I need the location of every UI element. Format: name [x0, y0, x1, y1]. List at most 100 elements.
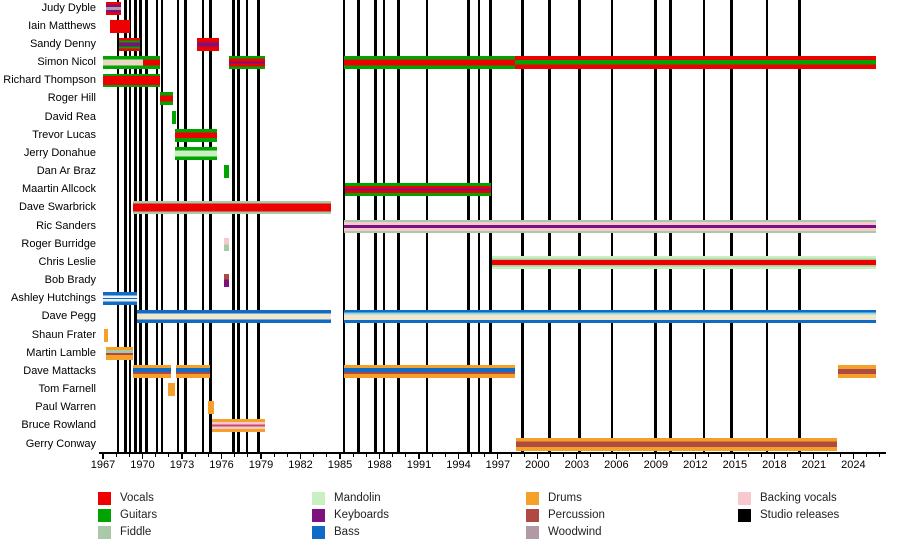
- member-label: Gerry Conway: [25, 437, 96, 450]
- x-axis-minor-tick: [721, 453, 723, 458]
- x-axis-minor-tick: [708, 453, 710, 458]
- member-tenure-bar: [837, 364, 876, 378]
- member-tenure-bar: [133, 364, 172, 378]
- x-axis-major-tick: [773, 453, 775, 459]
- member-tenure-bar: [106, 1, 122, 15]
- x-axis-minor-tick: [392, 453, 394, 458]
- legend-swatch-mandolin: [312, 492, 325, 505]
- x-axis-major-tick: [418, 453, 420, 459]
- member-tenure-bar: [223, 237, 230, 251]
- member-label: Dan Ar Braz: [36, 165, 96, 177]
- x-axis-minor-tick: [168, 453, 170, 458]
- x-axis-minor-tick: [313, 453, 315, 458]
- member-label: Trevor Lucas: [32, 128, 96, 141]
- member-label: Bruce Rowland: [21, 419, 96, 432]
- x-axis-tick-label: 2018: [762, 459, 787, 471]
- legend-label-mandolin: Mandolin: [334, 492, 381, 504]
- x-axis-minor-tick: [563, 453, 565, 458]
- studio-release-line: [160, 0, 164, 452]
- x-axis-minor-tick: [839, 453, 841, 458]
- member-label: Tom Farnell: [38, 383, 96, 396]
- member-label: Simon Nicol: [37, 56, 96, 68]
- member-label: Dave Swarbrick: [18, 201, 96, 214]
- x-axis-minor-tick: [273, 453, 275, 458]
- legend-label-backing-vocals: Backing vocals: [760, 492, 837, 504]
- x-axis-major-tick: [694, 453, 696, 459]
- legend-swatch-percussion: [526, 509, 539, 522]
- member-tenure-bar: [515, 56, 876, 69]
- legend-swatch-backing-vocals: [738, 492, 751, 505]
- member-label: Chris Leslie: [38, 255, 96, 268]
- x-axis-minor-tick: [115, 453, 117, 458]
- member-tenure-bar: [160, 92, 173, 106]
- member-tenure-bar: [103, 292, 137, 306]
- member-label: Bob Brady: [44, 274, 96, 287]
- member-tenure-bar: [174, 128, 217, 142]
- studio-release-line: [145, 0, 148, 452]
- x-axis-minor-tick: [326, 453, 328, 458]
- member-label: Roger Hill: [47, 92, 96, 105]
- x-axis-minor-tick: [866, 453, 868, 458]
- x-axis-line: [99, 452, 886, 454]
- member-tenure-bar: [224, 274, 230, 288]
- x-axis-minor-tick: [681, 453, 683, 458]
- legend-label-keyboards: Keyboards: [334, 509, 389, 521]
- member-label: Maartin Allcock: [22, 183, 96, 196]
- member-tenure-bar: [103, 328, 109, 342]
- member-label: Ashley Hutchings: [11, 292, 96, 305]
- member-label: David Rea: [44, 110, 96, 123]
- x-axis-tick-label: 2009: [643, 459, 669, 471]
- x-axis-major-tick: [141, 453, 144, 459]
- x-axis-minor-tick: [405, 453, 407, 458]
- studio-release-line: [237, 0, 240, 452]
- x-axis-minor-tick: [128, 453, 130, 458]
- member-label: Ric Sanders: [36, 219, 96, 232]
- member-tenure-bar: [223, 165, 230, 178]
- member-tenure-bar: [118, 37, 140, 51]
- studio-release-line: [134, 0, 137, 452]
- member-tenure-bar: [343, 364, 515, 378]
- x-axis-minor-tick: [879, 453, 881, 458]
- x-axis-minor-tick: [444, 453, 446, 458]
- x-axis-tick-label: 2012: [683, 459, 708, 471]
- x-axis-minor-tick: [207, 453, 209, 458]
- member-label: Iain Matthews: [28, 19, 96, 32]
- member-label: Shaun Frater: [31, 328, 96, 341]
- x-axis-tick-label: 1970: [130, 459, 155, 471]
- x-axis-tick-label: 1973: [169, 459, 195, 471]
- x-axis-minor-tick: [787, 453, 789, 458]
- x-axis-tick-label: 2024: [841, 459, 866, 471]
- x-axis-major-tick: [813, 453, 815, 459]
- x-axis-minor-tick: [234, 453, 236, 458]
- x-axis-minor-tick: [431, 453, 433, 458]
- member-label: Paul Warren: [35, 401, 96, 414]
- legend-swatch-guitars: [98, 509, 111, 522]
- member-tenure-bar: [103, 74, 161, 88]
- x-axis-major-tick: [102, 453, 104, 459]
- x-axis-major-tick: [497, 453, 499, 459]
- x-axis-tick-label: 1979: [248, 459, 274, 471]
- member-label: Martin Lamble: [26, 346, 96, 359]
- x-axis-minor-tick: [800, 453, 802, 458]
- legend-swatch-drums: [526, 492, 539, 505]
- x-axis-tick-label: 1991: [406, 459, 432, 471]
- x-axis-tick-label: 2003: [564, 459, 590, 471]
- member-tenure-bar: [343, 56, 515, 69]
- x-axis-major-tick: [457, 453, 460, 459]
- member-tenure-bar: [174, 146, 217, 160]
- legend-swatch-studio-releases: [738, 509, 751, 522]
- legend-label-fiddle: Fiddle: [120, 526, 152, 538]
- studio-release-line: [184, 0, 187, 452]
- x-axis-minor-tick: [247, 453, 249, 458]
- x-axis-major-tick: [260, 453, 262, 459]
- member-tenure-bar: [176, 364, 211, 378]
- x-axis-tick-label: 1997: [485, 459, 511, 471]
- member-label: Roger Burridge: [21, 237, 96, 250]
- member-label: Richard Thompson: [3, 74, 96, 87]
- x-axis-minor-tick: [550, 453, 552, 458]
- x-axis-minor-tick: [629, 453, 631, 458]
- x-axis-tick-label: 2021: [801, 459, 827, 471]
- studio-release-line: [124, 0, 127, 452]
- x-axis-minor-tick: [589, 453, 591, 458]
- x-axis-major-tick: [339, 453, 341, 459]
